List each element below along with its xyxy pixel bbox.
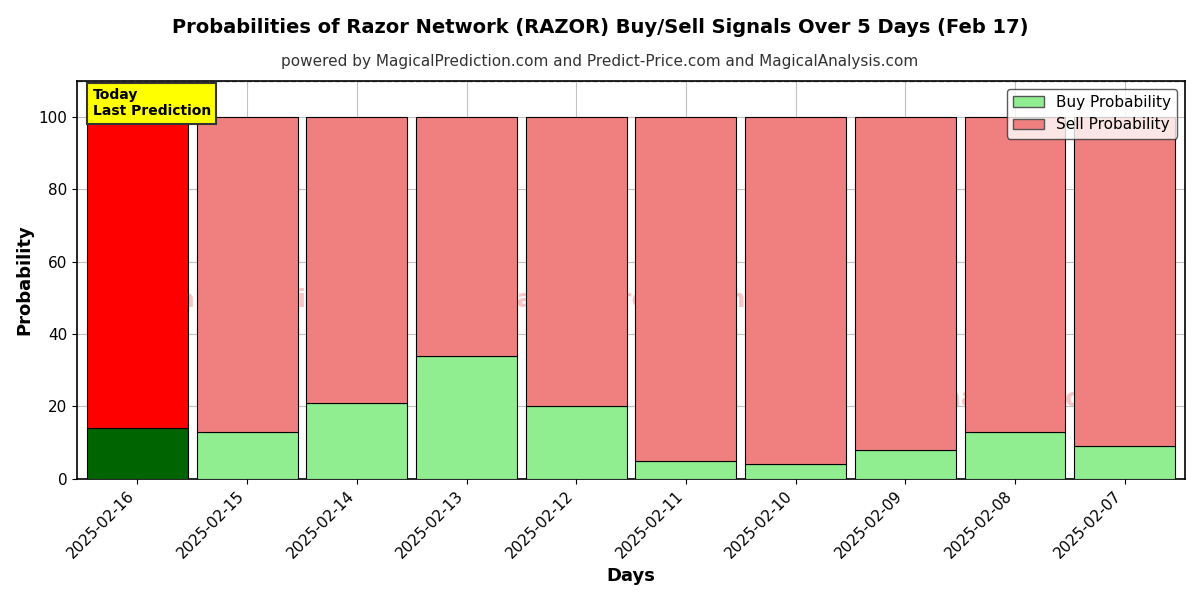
Bar — [88, 117, 188, 428]
Bar — [1074, 446, 1175, 479]
Bar — [1074, 117, 1175, 446]
Bar — [306, 117, 407, 403]
Bar — [526, 406, 626, 479]
Text: calAnalysis.com: calAnalysis.com — [884, 387, 1110, 411]
Text: MagicalPrediction.com: MagicalPrediction.com — [493, 288, 814, 312]
Bar — [197, 117, 298, 432]
Bar — [88, 428, 188, 479]
Y-axis label: Probability: Probability — [14, 224, 32, 335]
Text: Today
Last Prediction: Today Last Prediction — [92, 88, 211, 118]
Bar — [854, 450, 955, 479]
Bar — [416, 117, 517, 356]
Bar — [197, 432, 298, 479]
Bar — [526, 117, 626, 406]
Bar — [854, 117, 955, 450]
Bar — [965, 117, 1066, 432]
Legend: Buy Probability, Sell Probability: Buy Probability, Sell Probability — [1007, 89, 1177, 139]
Text: calAnalysis.com: calAnalysis.com — [164, 288, 389, 312]
Bar — [306, 403, 407, 479]
Bar — [965, 432, 1066, 479]
Bar — [745, 117, 846, 464]
Text: Probabilities of Razor Network (RAZOR) Buy/Sell Signals Over 5 Days (Feb 17): Probabilities of Razor Network (RAZOR) B… — [172, 18, 1028, 37]
Bar — [636, 117, 737, 461]
X-axis label: Days: Days — [607, 567, 655, 585]
Bar — [416, 356, 517, 479]
Text: powered by MagicalPrediction.com and Predict-Price.com and MagicalAnalysis.com: powered by MagicalPrediction.com and Pre… — [281, 54, 919, 69]
Bar — [636, 461, 737, 479]
Bar — [745, 464, 846, 479]
